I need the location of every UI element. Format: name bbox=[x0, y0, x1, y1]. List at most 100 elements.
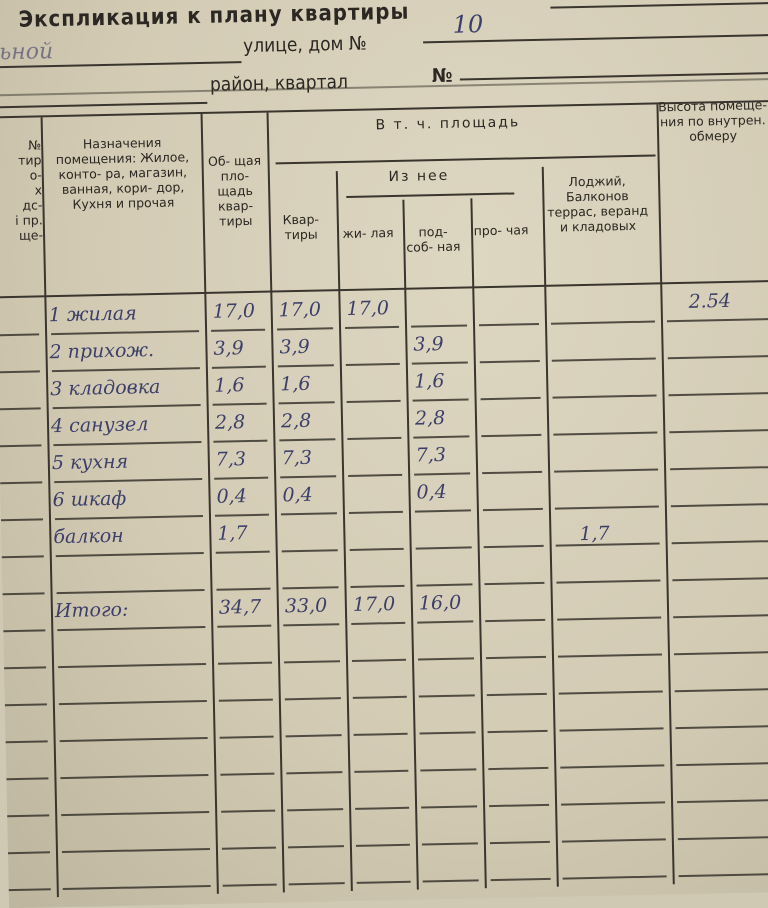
row-line bbox=[4, 666, 47, 670]
cell-apartment: 17,0 bbox=[278, 298, 322, 322]
row-line bbox=[213, 439, 268, 443]
row-line bbox=[51, 367, 200, 373]
cell-total: 3,9 bbox=[213, 337, 244, 360]
row-line bbox=[350, 584, 405, 588]
row-line bbox=[58, 699, 207, 706]
row-line bbox=[486, 692, 547, 697]
row-line bbox=[59, 736, 208, 743]
column-divider bbox=[402, 199, 419, 890]
column-divider bbox=[335, 171, 353, 892]
table-top-line bbox=[0, 99, 768, 119]
row-line bbox=[484, 581, 545, 586]
col-header-number-part: тир bbox=[17, 152, 42, 168]
cell-name: балкон bbox=[53, 524, 124, 549]
col-header-number-part: ще- bbox=[18, 227, 44, 243]
row-line bbox=[561, 838, 666, 843]
row-line bbox=[6, 777, 49, 781]
row-line bbox=[483, 544, 544, 549]
row-line bbox=[479, 359, 540, 364]
row-line bbox=[287, 808, 344, 812]
cell-total: 2,8 bbox=[214, 411, 246, 434]
row-line bbox=[671, 539, 768, 545]
col-header-living: жи- лая bbox=[342, 224, 394, 242]
col-header-number-part: дс- bbox=[22, 197, 43, 213]
row-line bbox=[420, 768, 477, 772]
row-line bbox=[347, 436, 402, 440]
row-line bbox=[53, 441, 202, 447]
col-header-purpose: Назначения помещения: Жилое, конто- ра, … bbox=[55, 134, 190, 212]
row-line bbox=[62, 884, 211, 891]
row-line bbox=[678, 872, 768, 878]
row-line bbox=[221, 809, 276, 813]
row-line bbox=[667, 354, 768, 360]
row-line bbox=[490, 877, 551, 882]
column-divider bbox=[656, 104, 675, 885]
document-title: Экспликация к плану квартиры bbox=[18, 0, 410, 33]
row-line bbox=[222, 883, 277, 887]
col-header-total: Об- щая пло- щадь квар- тиры bbox=[207, 152, 262, 229]
row-line bbox=[672, 576, 768, 582]
row-line bbox=[351, 621, 406, 625]
district-label: район, квартал bbox=[209, 70, 349, 96]
row-line bbox=[58, 662, 207, 669]
cell-apartment: 7,3 bbox=[281, 446, 313, 470]
row-line bbox=[422, 879, 479, 883]
row-line bbox=[56, 589, 205, 595]
row-line bbox=[480, 396, 541, 401]
row-line bbox=[488, 766, 549, 771]
row-line bbox=[57, 626, 206, 632]
row-line bbox=[677, 835, 768, 841]
row-line bbox=[283, 623, 340, 627]
row-line bbox=[0, 333, 40, 337]
row-line bbox=[421, 842, 478, 846]
divider bbox=[0, 77, 768, 97]
cell-total: 1,7 bbox=[217, 522, 248, 545]
row-line bbox=[675, 724, 768, 730]
row-line bbox=[221, 846, 276, 850]
row-line bbox=[211, 328, 266, 332]
row-line bbox=[485, 655, 547, 660]
cell-apartment: 33,0 bbox=[284, 594, 328, 618]
row-line bbox=[489, 803, 550, 808]
row-line bbox=[356, 880, 411, 884]
row-line bbox=[674, 687, 768, 693]
cell-name: 4 санузел bbox=[50, 413, 149, 438]
row-line bbox=[558, 690, 663, 695]
cell-auxiliary: 1,6 bbox=[413, 369, 445, 393]
row-line bbox=[482, 507, 543, 512]
row-line bbox=[554, 505, 659, 510]
row-line bbox=[412, 398, 469, 402]
cell-living: 17,0 bbox=[346, 297, 390, 320]
row-line bbox=[346, 399, 401, 403]
row-line bbox=[55, 552, 204, 558]
row-line bbox=[411, 361, 468, 365]
row-line bbox=[553, 431, 658, 436]
cell-auxiliary: 0,4 bbox=[416, 480, 447, 504]
row-line bbox=[284, 660, 341, 664]
street-label: улице, дом № bbox=[242, 32, 367, 58]
row-line bbox=[285, 734, 342, 738]
row-line bbox=[554, 468, 659, 473]
row-line bbox=[670, 502, 768, 508]
row-line bbox=[2, 592, 45, 596]
cell-loggia: 1,7 bbox=[579, 522, 610, 546]
cell-total: 0,4 bbox=[216, 485, 248, 508]
row-line bbox=[280, 475, 337, 479]
col-header-of-which: Из нее bbox=[388, 167, 450, 186]
row-line bbox=[413, 435, 470, 439]
row-line bbox=[489, 840, 550, 845]
row-line bbox=[482, 470, 543, 475]
row-line bbox=[355, 806, 410, 810]
row-line bbox=[352, 695, 407, 699]
col-header-height: Высота помеще- ния по внутрен. обмеру bbox=[657, 97, 768, 144]
row-line bbox=[280, 512, 337, 516]
row-line bbox=[0, 370, 40, 374]
row-line bbox=[52, 404, 201, 410]
row-line bbox=[1, 555, 44, 559]
cell-name: Итого: bbox=[54, 598, 129, 623]
house-number: 10 bbox=[452, 10, 484, 39]
row-line bbox=[677, 798, 768, 804]
row-line bbox=[557, 653, 662, 658]
row-line bbox=[414, 472, 471, 476]
